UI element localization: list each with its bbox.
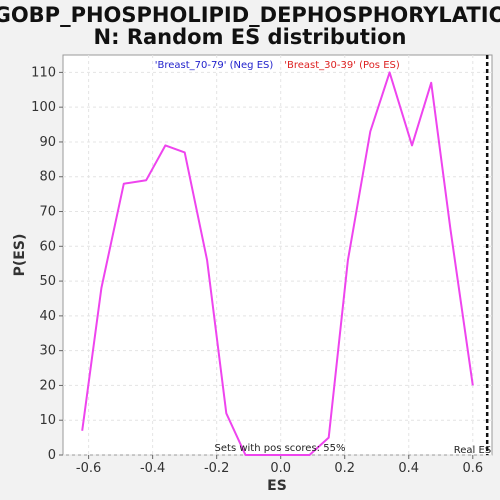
- plot-area: [62, 54, 493, 456]
- y-tick-label: 10: [39, 413, 56, 428]
- x-tick-label: -0.4: [140, 461, 165, 476]
- y-tick-label: 0: [48, 448, 56, 463]
- x-tick-label: 0.4: [398, 461, 419, 476]
- y-axis-label: P(ES): [12, 234, 28, 277]
- x-axis-ticks: -0.6 -0.4 -0.2 0.0 0.2 0.4 0.6: [76, 455, 483, 476]
- pos-scores-annotation: Sets with pos scores: 55%: [215, 443, 346, 454]
- legend-entry: 'Breast_30-39' (Pos ES): [284, 60, 400, 71]
- y-tick-label: 100: [31, 100, 56, 115]
- x-tick-label: 0.0: [270, 461, 291, 476]
- x-tick-label: 0.2: [334, 461, 355, 476]
- y-tick-label: 30: [39, 344, 56, 359]
- x-tick-label: 0.6: [462, 461, 483, 476]
- y-tick-label: 90: [39, 135, 56, 150]
- real-es-marker: Real ES: [454, 55, 491, 456]
- y-tick-label: 50: [39, 274, 56, 289]
- grid-lines: [63, 55, 492, 456]
- es-distribution-line: [81, 71, 474, 456]
- x-tick-label: -0.6: [76, 461, 101, 476]
- y-tick-label: 70: [39, 205, 56, 220]
- real-es-label: Real ES: [454, 445, 491, 456]
- legend: 'Breast_70-79' (Neg ES) 'Breast_30-39' (P…: [155, 60, 400, 71]
- y-tick-label: 60: [39, 239, 56, 254]
- chart-title-line2: N: Random ES distribution: [94, 25, 407, 49]
- y-tick-label: 80: [39, 170, 56, 185]
- legend-entry: 'Breast_70-79' (Neg ES): [155, 60, 274, 71]
- y-tick-label: 110: [31, 65, 56, 80]
- y-tick-label: 20: [39, 378, 56, 393]
- y-tick-label: 40: [39, 309, 56, 324]
- chart-title-line1: GOBP_PHOSPHOLIPID_DEPHOSPHORYLATIO: [0, 3, 500, 27]
- y-axis-ticks: 0 10 20 30 40 50 60 70 80 90 100 110: [31, 65, 63, 463]
- x-tick-label: -0.2: [204, 461, 229, 476]
- series-lines: [81, 71, 474, 456]
- x-axis-label: ES: [267, 478, 287, 494]
